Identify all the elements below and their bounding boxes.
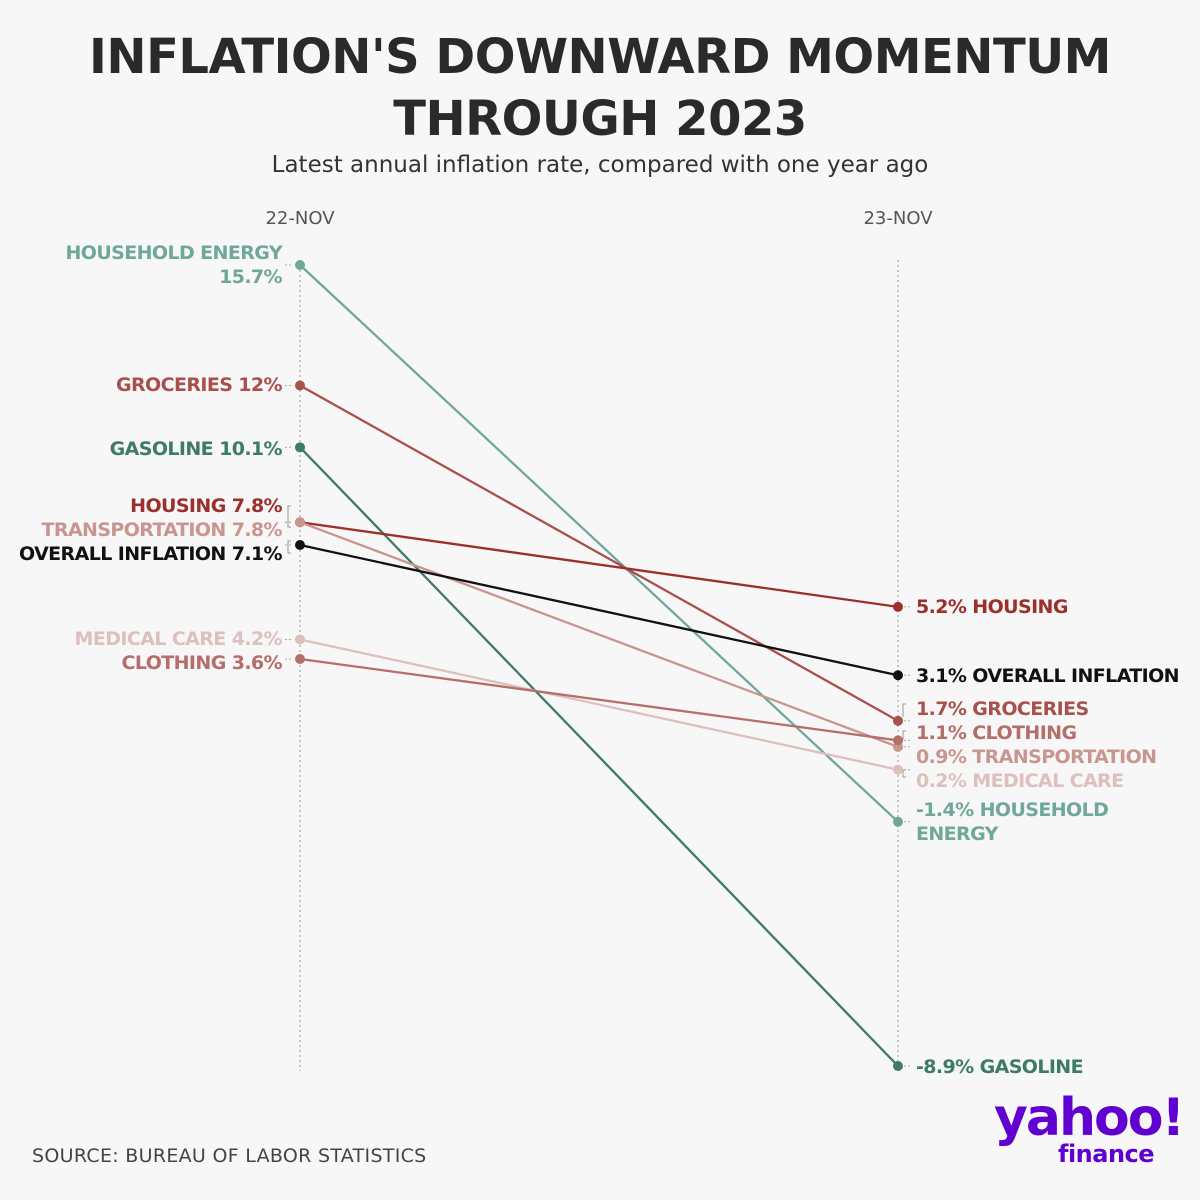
start-point-medical-care [295, 634, 305, 645]
right-bracket-medical [902, 769, 906, 778]
end-point-household-energy [893, 816, 903, 827]
series-line-household-energy [299, 264, 899, 823]
series-line-medical-care [299, 638, 899, 771]
end-label-gasoline: -8.9% GASOLINE [916, 1056, 1083, 1078]
end-point-housing [893, 601, 903, 612]
title-line-1: INFLATION'S DOWNWARD MOMENTUM [89, 29, 1111, 85]
logo-wordmark: yahoo! [994, 1088, 1185, 1148]
end-point-overall-inflation [893, 670, 903, 681]
start-point-gasoline [295, 442, 305, 453]
yahoo-finance-logo: yahoo! finance [994, 1088, 1185, 1168]
end-point-medical-care [893, 764, 903, 775]
end-label-clothing: 1.1% CLOTHING [916, 722, 1076, 744]
start-point-groceries [295, 380, 305, 391]
start-label-household-energy: HOUSEHOLD ENERGY [65, 242, 282, 264]
right-bracket-groceries [902, 703, 906, 717]
end-label-medical-care: 0.2% MEDICAL CARE [916, 770, 1123, 792]
start-label-gasoline: GASOLINE 10.1% [110, 438, 283, 460]
chart-subtitle: Latest annual inflation rate, compared w… [271, 152, 929, 178]
start-label-housing: HOUSING 7.8% [130, 495, 282, 517]
end-point-groceries [893, 715, 903, 726]
title-line-2: THROUGH 2023 [393, 91, 807, 147]
end-label-transportation: 0.9% TRANSPORTATION [916, 746, 1156, 768]
series-line-transportation [299, 521, 899, 748]
start-point-transportation [295, 517, 305, 528]
end-label-household-energy: -1.4% HOUSEHOLD [916, 799, 1108, 821]
start-label-overall-inflation: OVERALL INFLATION 7.1% [19, 543, 283, 565]
series-line-clothing [299, 657, 899, 742]
logo-subword: finance [1058, 1140, 1155, 1168]
start-label-transportation: TRANSPORTATION 7.8% [42, 519, 283, 541]
series-line-housing [299, 521, 899, 609]
end-label-groceries: 1.7% GROCERIES [916, 698, 1089, 720]
left-bracket-housing-transport [287, 505, 291, 528]
series-line-overall-inflation [299, 543, 899, 677]
start-point-clothing [295, 653, 305, 664]
start-label-groceries: GROCERIES 12% [116, 374, 283, 396]
start-value-household-energy: 15.7% [219, 266, 282, 288]
chart-title: INFLATION'S DOWNWARD MOMENTUM THROUGH 20… [0, 26, 1200, 150]
right-bracket-clothing [902, 730, 906, 740]
start-point-household-energy [295, 260, 305, 270]
series-line-gasoline [299, 446, 899, 1067]
series-line-groceries [299, 384, 899, 722]
source-note: SOURCE: BUREAU OF LABOR STATISTICS [32, 1145, 427, 1167]
axis-label-end: 23-NOV [863, 208, 933, 229]
start-label-clothing: CLOTHING 3.6% [122, 652, 283, 674]
end-point-gasoline [893, 1061, 903, 1071]
end-label-housing: 5.2% HOUSING [916, 596, 1068, 618]
end-point-clothing [893, 735, 903, 746]
axis-label-start: 22-NOV [265, 208, 335, 229]
start-label-medical-care: MEDICAL CARE 4.2% [75, 628, 283, 650]
end-label-line2-household-energy: ENERGY [916, 823, 999, 845]
end-label-overall-inflation: 3.1% OVERALL INFLATION [916, 665, 1179, 687]
start-point-overall-inflation [295, 540, 305, 551]
left-bracket-overall [287, 540, 291, 554]
